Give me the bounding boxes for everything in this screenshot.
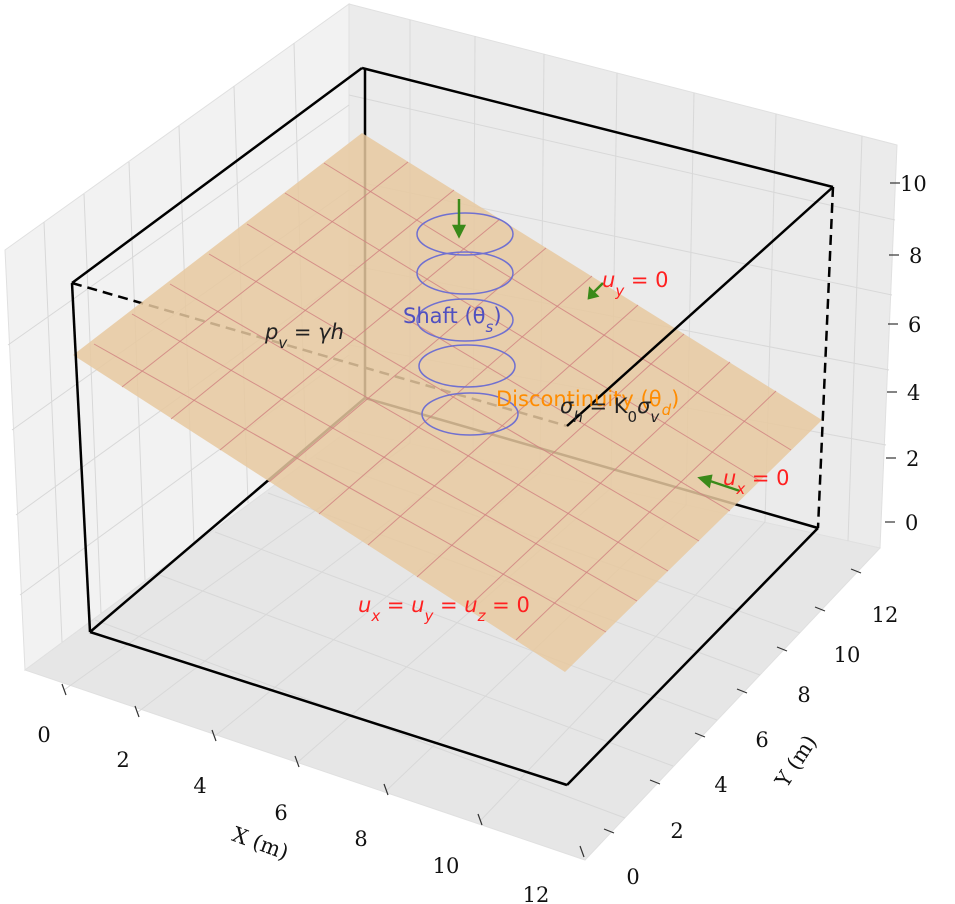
annotation-ux: ux = 0	[723, 466, 790, 498]
ux-arrow	[709, 479, 741, 493]
y-axis-ticks: 0 2 4 6 8 10 12	[626, 603, 898, 889]
y-axis-label: Y (m)	[770, 731, 822, 793]
y-tick-label: 6	[755, 728, 768, 752]
x-tick-label: 2	[116, 748, 129, 772]
x-axis-ticks: 0 2 4 6 8 10 12	[37, 723, 549, 904]
load-arrows	[451, 199, 741, 493]
discontinuity-plane	[73, 133, 822, 672]
y-tick-label: 2	[670, 819, 683, 843]
shaft-rings	[416, 212, 519, 436]
annotation-shaft: Shaft (θs)	[403, 304, 502, 336]
shaft-ring	[416, 212, 514, 256]
y-tick-label: 4	[714, 773, 727, 797]
uy-arrow	[592, 282, 604, 294]
y-tick-label: 10	[834, 643, 861, 667]
z-tick-label: 2	[906, 447, 919, 471]
x-tick-label: 12	[523, 883, 550, 904]
x-axis-label: X (m)	[229, 822, 292, 864]
shaft-ring	[416, 298, 514, 342]
y-tick-label: 0	[626, 865, 639, 889]
z-tick-label: 0	[905, 511, 918, 535]
y-tick-label: 8	[797, 683, 810, 707]
shaft-arrow-head	[451, 224, 467, 239]
shaft-ring	[418, 344, 516, 388]
box-front-edges	[70, 66, 834, 787]
x-tick-label: 6	[274, 801, 287, 825]
y-tick-label: 12	[872, 603, 899, 627]
annotation-sigma: σh = K0σv	[560, 394, 660, 426]
annotation-fixed-base: ux = uy = uz = 0	[358, 593, 530, 625]
ux-arrow-head	[697, 474, 713, 489]
z-tick-label: 4	[907, 381, 920, 405]
axis-tick-marks	[61, 182, 900, 858]
uy-arrow-head	[587, 286, 600, 300]
shaft-ring	[421, 392, 519, 436]
z-axis-ticks: 0 2 4 6 8 10	[900, 172, 927, 535]
x-tick-label: 10	[433, 854, 460, 878]
x-tick-label: 0	[37, 723, 50, 747]
annotation-discontinuity: Discontinuity (θd)	[496, 387, 679, 419]
x-tick-label: 8	[354, 827, 367, 851]
annotation-pv: pv = γh	[264, 320, 344, 352]
z-tick-label: 8	[909, 244, 922, 268]
x-tick-label: 4	[193, 774, 206, 798]
z-tick-label: 10	[900, 172, 927, 196]
z-tick-label: 6	[908, 313, 921, 337]
annotation-uy: uy = 0	[602, 268, 669, 300]
shaft-ring	[416, 251, 514, 295]
